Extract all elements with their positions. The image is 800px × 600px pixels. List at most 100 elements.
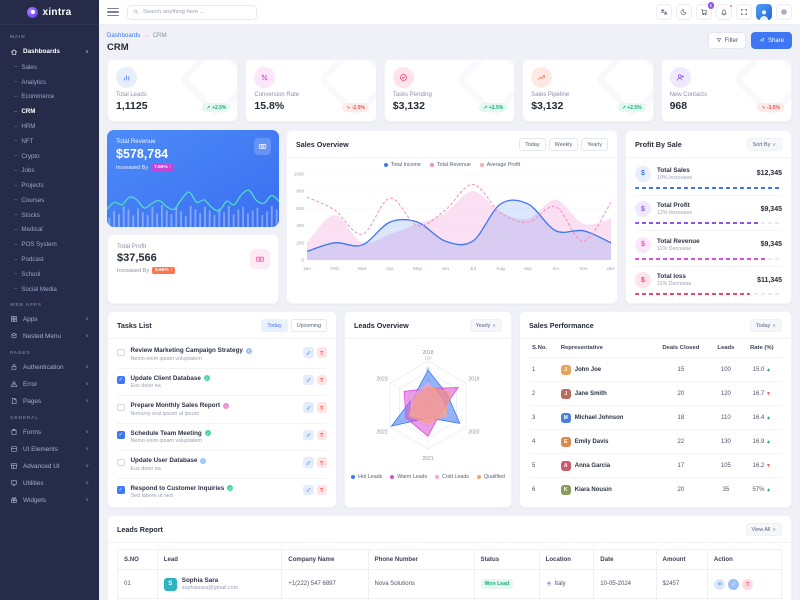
sidebar-item-nft[interactable]: – NFT [14, 137, 34, 145]
search-input[interactable] [143, 9, 251, 15]
table-row[interactable]: 3 M Michael Johnson 18 110 16.4 ▲ [529, 405, 782, 430]
edit-icon[interactable] [303, 402, 314, 413]
sidebar-item-podcast[interactable]: – Podcast [14, 256, 44, 264]
task-checkbox[interactable]: ✓ [117, 376, 125, 384]
view-icon[interactable] [713, 578, 725, 590]
fullscreen-icon[interactable] [736, 4, 752, 20]
sidebar-item-courses[interactable]: – Courses [14, 196, 45, 204]
delete-icon[interactable] [741, 578, 753, 590]
hamburger-menu-icon[interactable] [107, 7, 119, 17]
sidebar-item-crm[interactable]: – CRM [14, 108, 36, 116]
sidebar-item-analytics[interactable]: – Analytics [14, 78, 47, 86]
sidebar-item-advanced-ui[interactable]: Advanced UI ∨ [0, 458, 99, 475]
sidebar-item-nested-menu[interactable]: Nested Menu ∨ [0, 328, 99, 345]
column-header: Date [593, 549, 657, 570]
breadcrumb-parent[interactable]: Dashboards [107, 32, 141, 39]
sales-overview-tab-today[interactable]: Today [519, 138, 546, 151]
chevron-down-icon: ∨ [85, 429, 89, 435]
sidebar-item-ecommerce[interactable]: – Ecommerce [14, 93, 55, 101]
sort-by-dropdown[interactable]: Sort By ∨ [746, 138, 782, 151]
brand-logo[interactable]: xintra [0, 0, 99, 25]
delete-icon[interactable] [316, 347, 327, 358]
sidebar-item-authentication[interactable]: Authentication ∨ [0, 359, 99, 376]
edit-icon[interactable] [727, 578, 739, 590]
sidebar-item-utilities[interactable]: Utilities ∨ [0, 475, 99, 492]
table-row[interactable]: 1 J John Joe 15 100 15.0 ▲ [529, 357, 782, 382]
money-icon [250, 249, 270, 269]
sidebar-item-forms[interactable]: Forms ∨ [0, 424, 99, 441]
column-header: Action [706, 549, 783, 570]
filter-button[interactable]: Filter [707, 32, 746, 49]
svg-text:Aug: Aug [496, 266, 505, 272]
sidebar-item-school[interactable]: – School [14, 270, 41, 278]
sidebar-item-social-media[interactable]: – Social Media [14, 285, 57, 293]
profit-by-sale-title: Profit By Sale [635, 140, 682, 149]
language-icon[interactable] [656, 4, 672, 20]
task-checkbox[interactable]: ✓ [117, 431, 125, 439]
task-checkbox[interactable] [117, 348, 125, 356]
box-icon [10, 445, 18, 453]
leads-overview-dropdown[interactable]: Yearly ∨ [469, 319, 502, 332]
sidebar-item-medical[interactable]: – Medical [14, 226, 43, 234]
tasks-tab-today[interactable]: Today [261, 319, 288, 332]
sidebar-item-dashboards[interactable]: Dashboards ∧ [0, 43, 99, 60]
dollar-icon: $ [635, 201, 651, 217]
column-header: Leads [710, 339, 742, 358]
sidebar-item-widgets[interactable]: Widgets ∨ [0, 492, 99, 509]
avatar[interactable] [756, 4, 772, 20]
svg-text:200: 200 [296, 240, 304, 245]
sidebar-item-crypto[interactable]: – Crypto [14, 152, 40, 160]
bell-icon[interactable] [716, 3, 733, 20]
edit-icon[interactable] [303, 374, 314, 385]
sidebar-item-pages[interactable]: Pages ∨ [0, 393, 99, 410]
sidebar-item-pos-system[interactable]: – POS System [14, 241, 57, 249]
percent-icon [254, 67, 276, 88]
cash-icon[interactable] [254, 138, 271, 155]
table-row[interactable]: 5 A Anna Garcia 17 105 16.2 ▼ [529, 453, 782, 478]
sidebar-item-apps[interactable]: Apps ∨ [0, 311, 99, 328]
layout-icon [10, 462, 18, 470]
table-row[interactable]: 01 S Sophia Sara sophiasara@gmail.com +1(222… [117, 569, 783, 599]
chevron-down-icon: ∨ [85, 316, 89, 322]
edit-icon[interactable] [303, 429, 314, 440]
delete-icon[interactable] [316, 457, 327, 468]
table-row[interactable]: 6 K Kiara Nousin 20 35 57% ▲ [532, 484, 772, 495]
column-header: Phone Number [367, 549, 475, 570]
edit-icon[interactable] [303, 347, 314, 358]
sidebar-item-hrm[interactable]: – HRM [14, 123, 36, 131]
svg-text:400: 400 [296, 223, 304, 228]
sales-performance-dropdown[interactable]: Today ∨ [749, 319, 782, 332]
delete-icon[interactable] [316, 374, 327, 385]
sales-overview-tab-weekly[interactable]: Weekly [548, 138, 579, 151]
gear-icon[interactable] [776, 4, 792, 20]
tasks-tab-upcoming[interactable]: Upcoming [290, 319, 327, 332]
topbar-icons: 5 [656, 2, 792, 20]
delete-icon[interactable] [316, 484, 327, 495]
pin-icon [546, 581, 552, 587]
sidebar-item-ui-elements[interactable]: UI Elements ∨ [0, 441, 99, 458]
moon-icon[interactable] [676, 4, 692, 20]
layers-icon [10, 332, 18, 340]
task-checkbox[interactable] [117, 458, 125, 466]
table-row[interactable]: 4 E Emily Davis 22 130 16.9 ▲ [529, 429, 782, 454]
sidebar-item-projects[interactable]: – Projects [14, 182, 44, 190]
sidebar-item-sales[interactable]: – Sales [14, 63, 37, 71]
table-row[interactable]: 02SSimon Leosimonleo@gmail.com+1(222) 98… [117, 598, 783, 600]
task-checkbox[interactable]: ✓ [117, 486, 125, 494]
legend-item: Warm Leads [390, 474, 427, 480]
sidebar-item-stocks[interactable]: – Stocks [14, 211, 40, 219]
share-button[interactable]: Share [750, 32, 792, 49]
profit-by-sale-item: $ Total Sales 10% Increases $12,345 [635, 160, 782, 196]
view-all-dropdown[interactable]: View All ∨ [745, 523, 782, 536]
edit-icon[interactable] [303, 457, 314, 468]
cart-icon[interactable]: 5 [696, 2, 714, 20]
delete-icon[interactable] [316, 429, 327, 440]
delete-icon[interactable] [316, 402, 327, 413]
edit-icon[interactable] [303, 484, 314, 495]
sales-overview-tab-yearly[interactable]: Yearly [581, 138, 608, 151]
table-row[interactable]: 2 J Jane Smith 20 120 16.7 ▼ [529, 381, 782, 406]
task-row: ✓ Schedule Team Meeting ✓ Nemo enim ipsam v… [117, 424, 327, 451]
sidebar-item-error[interactable]: Error ∨ [0, 376, 99, 393]
task-checkbox[interactable] [117, 403, 125, 411]
sidebar-item-jobs[interactable]: – Jobs [14, 167, 35, 175]
